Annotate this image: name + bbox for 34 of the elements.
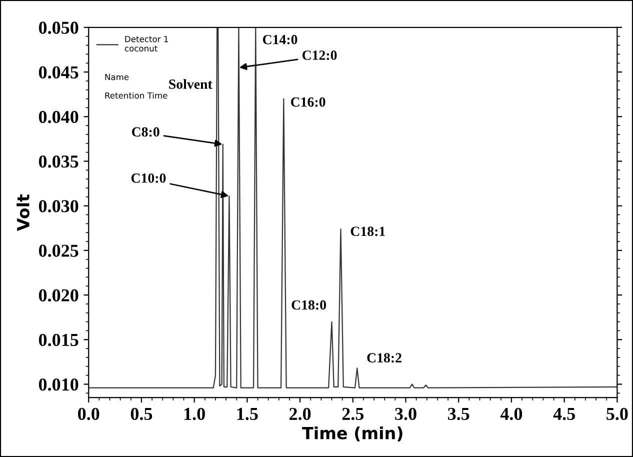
annotation: C12:0	[302, 50, 337, 60]
x-tick-label: 5.0	[606, 408, 628, 420]
annotation: C14:0	[262, 34, 298, 44]
x-axis-title: Time (min)	[302, 426, 402, 442]
legend-label: Detector 1 coconut	[124, 36, 168, 52]
x-tick-label: 2.5	[342, 408, 364, 420]
x-tick-label: 3.0	[395, 408, 416, 420]
y-tick-label: 0.015	[38, 334, 78, 346]
annotation: Solvent	[169, 79, 212, 89]
annotation: Retention Time	[105, 92, 168, 99]
annotation: Name	[105, 74, 129, 80]
annotation: C18:2	[367, 353, 402, 363]
x-tick-label: 1.5	[237, 408, 258, 420]
y-tick-label: 0.040	[38, 110, 78, 124]
x-tick-label: 2.0	[290, 408, 311, 420]
x-tick-label: 4.0	[500, 408, 522, 420]
annotation: C8:0	[132, 127, 160, 137]
y-axis-title: Volt	[16, 194, 30, 231]
annotation: C18:1	[350, 226, 385, 236]
y-tick-label: 0.030	[38, 200, 78, 212]
annotation: C18:0	[292, 300, 326, 310]
y-tick-label: 0.025	[38, 244, 78, 257]
x-tick-label: 1.0	[184, 408, 205, 420]
x-tick-label: 3.5	[448, 408, 470, 420]
x-tick-label: 4.5	[553, 408, 575, 420]
annotation: C10:0	[131, 173, 166, 183]
y-tick-label: 0.050	[38, 22, 78, 34]
y-tick-label: 0.010	[38, 378, 78, 391]
y-tick-label: 0.035	[38, 155, 78, 168]
x-tick-label: 0.0	[78, 408, 100, 420]
y-tick-label: 0.020	[38, 289, 78, 302]
annotation: C16:0	[290, 97, 326, 107]
y-tick-label: 0.045	[38, 66, 78, 79]
x-tick-label: 0.5	[130, 408, 152, 420]
